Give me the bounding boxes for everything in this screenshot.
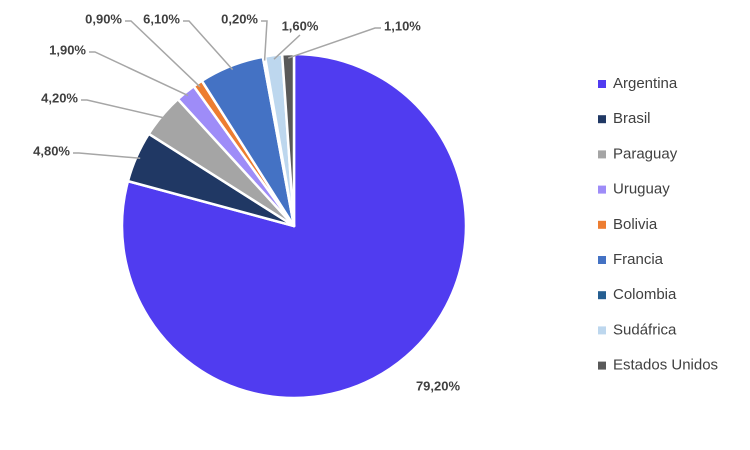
leader-line-sudafrica: [273, 34, 301, 60]
data-label-colombia: 0,20%: [221, 11, 258, 26]
legend-swatch-argentina: [598, 80, 606, 88]
legend-label-bolivia: Bolivia: [613, 216, 658, 233]
data-label-paraguay: 4,20%: [41, 90, 78, 105]
data-label-francia: 6,10%: [143, 11, 180, 26]
leader-line-brasil: [73, 152, 141, 160]
legend-label-brasil: Brasil: [613, 110, 651, 127]
leader-lines: [73, 20, 381, 160]
legend-swatch-uruguay: [598, 185, 606, 194]
leader-line-francia: [183, 20, 234, 71]
legend-label-sudafrica: Sudáfrica: [613, 321, 677, 338]
legend-label-estados-unidos: Estados Unidos: [613, 357, 718, 374]
legend-label-uruguay: Uruguay: [613, 181, 670, 198]
pie-slice-estados-unidos: [280, 52, 296, 228]
legend-label-colombia: Colombia: [613, 286, 677, 303]
data-label-bolivia: 0,90%: [85, 11, 122, 26]
leader-line-uruguay: [89, 51, 189, 97]
legend-swatch-estados-unidos: [598, 361, 606, 370]
data-labels: 79,20% 4,80% 4,20% 1,90% 0,90% 6,10% 0,20% 1,60…: [33, 11, 460, 393]
legend-label-francia: Francia: [613, 251, 664, 268]
leader-line-paraguay: [81, 99, 166, 119]
leader-line-estados-unidos: [287, 27, 381, 59]
legend: Argentina Brasil Paraguay Uruguay Bolivia Fra…: [598, 75, 718, 374]
legend-swatch-brasil: [598, 115, 606, 124]
legend-swatch-bolivia: [598, 220, 606, 229]
legend-label-paraguay: Paraguay: [613, 145, 678, 162]
data-label-sudafrica: 1,60%: [282, 18, 319, 33]
legend-label-argentina: Argentina: [613, 75, 678, 92]
leader-line-colombia: [261, 20, 268, 61]
data-label-estados-unidos: 1,10%: [384, 18, 421, 33]
pie-slices: [120, 52, 468, 400]
legend-swatch-francia: [598, 256, 606, 264]
legend-swatch-sudafrica: [598, 326, 606, 335]
data-label-uruguay: 1,90%: [49, 42, 86, 57]
legend-swatch-paraguay: [598, 150, 606, 159]
data-label-argentina: 79,20%: [416, 378, 461, 393]
data-label-brasil: 4,80%: [33, 143, 70, 158]
leader-line-bolivia: [125, 20, 201, 88]
legend-swatch-colombia: [598, 291, 606, 300]
